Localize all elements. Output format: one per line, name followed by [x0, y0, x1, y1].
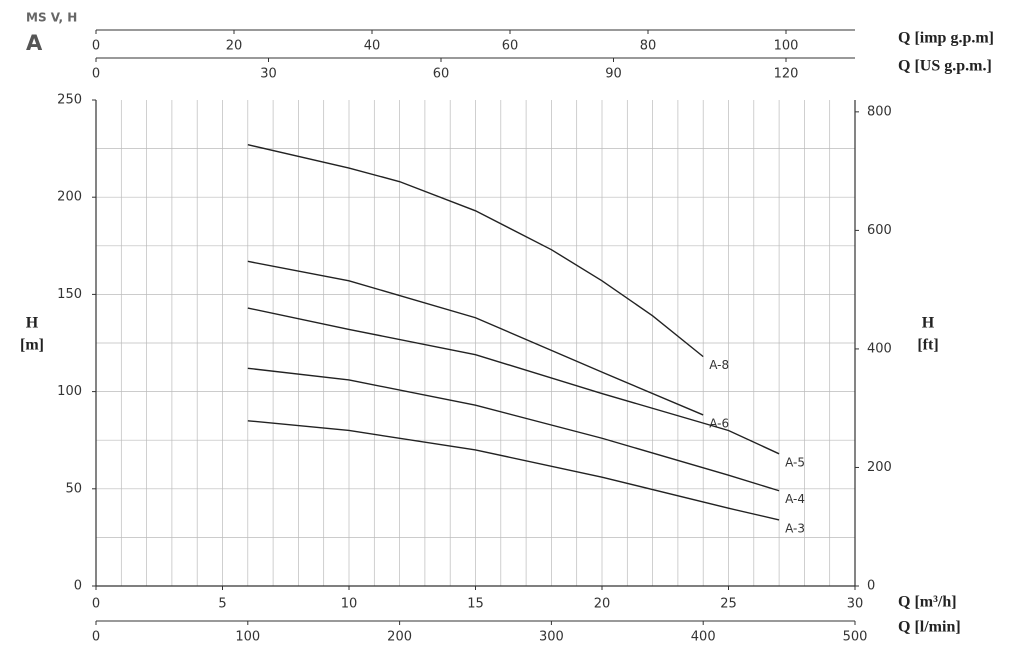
x-axis-title: Q [m³/h] [898, 594, 957, 611]
x-tick-label: 90 [605, 67, 622, 82]
y2-tick-label: 0 [867, 579, 875, 594]
curve [247, 307, 780, 455]
x-tick-label: 120 [774, 67, 799, 82]
y-axis-title: H [26, 315, 39, 332]
x-axis-title: Q [US g.p.m.] [898, 58, 992, 75]
x-tick-label: 60 [433, 67, 450, 82]
y2-tick-label: 200 [867, 460, 892, 475]
x-tick-label: 25 [720, 597, 737, 612]
y2-tick-label: 800 [867, 104, 892, 119]
x-tick-label: 40 [364, 39, 381, 54]
x-tick-label: 0 [92, 597, 100, 612]
curve [247, 367, 780, 492]
x-tick-label: 5 [218, 597, 226, 612]
x-tick-label: 100 [235, 630, 260, 645]
x-tick-label: 300 [539, 630, 564, 645]
chart-subtitle: A [26, 31, 43, 55]
y2-tick-label: 400 [867, 341, 892, 356]
x-tick-label: 0 [92, 630, 100, 645]
x-tick-label: 15 [467, 597, 484, 612]
curve-label: A-4 [785, 492, 805, 506]
curve [247, 420, 780, 521]
x-tick-label: 60 [502, 39, 519, 54]
y-tick-label: 100 [57, 384, 82, 399]
x-tick-label: 80 [640, 39, 657, 54]
curve-label: A-5 [785, 455, 805, 469]
x-tick-label: 10 [341, 597, 358, 612]
x-axis-title: Q [imp g.p.m] [898, 30, 994, 47]
y2-axis-title: H [922, 315, 935, 332]
y-axis-title: [m] [20, 337, 44, 354]
x-tick-label: 20 [226, 39, 243, 54]
curve [247, 144, 704, 358]
chart-title: MS V, H [26, 11, 77, 25]
y-tick-label: 250 [57, 93, 82, 108]
x-tick-label: 500 [843, 630, 868, 645]
x-tick-label: 30 [847, 597, 864, 612]
x-tick-label: 200 [387, 630, 412, 645]
x-tick-label: 30 [260, 67, 277, 82]
x-tick-label: 0 [92, 67, 100, 82]
x-axis-title: Q [l/min] [898, 619, 961, 636]
curve [247, 260, 704, 416]
y-tick-label: 150 [57, 287, 82, 302]
y2-axis-title: [ft] [917, 337, 938, 354]
x-tick-label: 20 [594, 597, 611, 612]
x-tick-label: 400 [691, 630, 716, 645]
x-tick-label: 0 [92, 39, 100, 54]
curve-label: A-3 [785, 521, 805, 535]
curve-label: A-8 [709, 358, 729, 372]
x-tick-label: 100 [774, 39, 799, 54]
y-tick-label: 0 [74, 579, 82, 594]
y-tick-label: 200 [57, 190, 82, 205]
y-tick-label: 50 [65, 481, 82, 496]
y2-tick-label: 600 [867, 223, 892, 238]
